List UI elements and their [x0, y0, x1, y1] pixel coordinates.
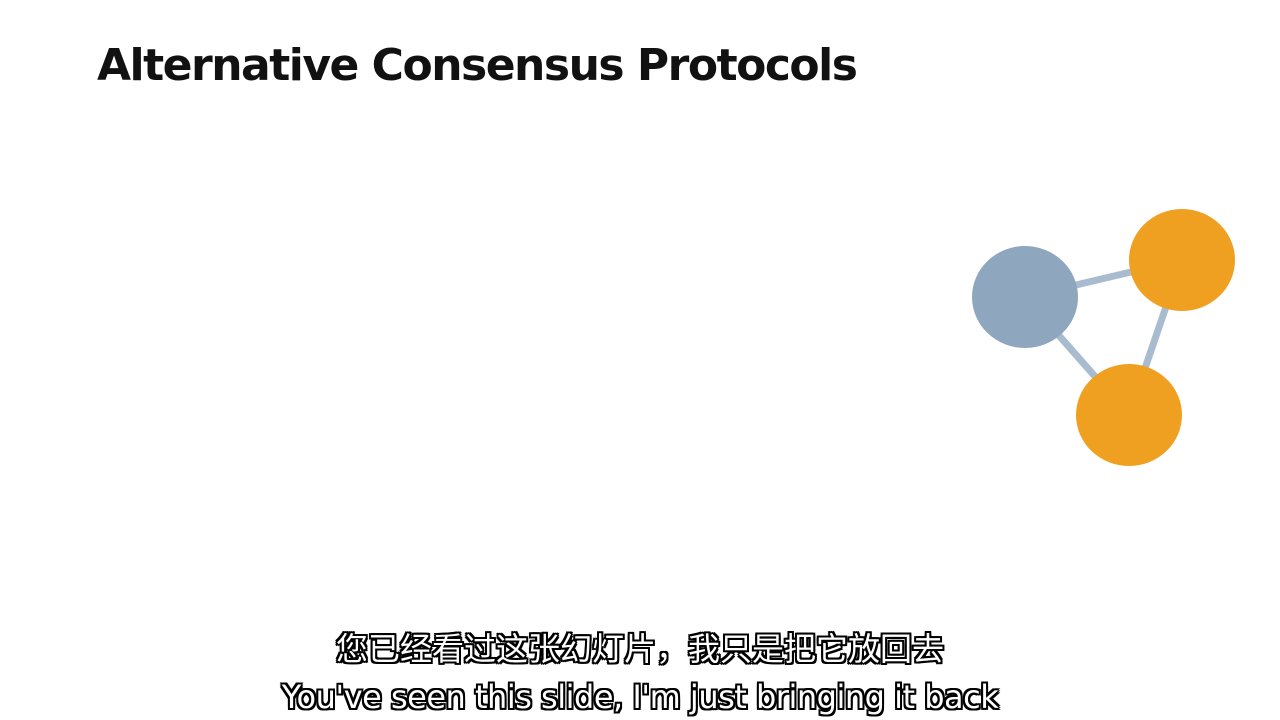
slide-title: Alternative Consensus Protocols — [97, 40, 858, 91]
node-gray — [972, 246, 1078, 348]
node-orange-top — [1129, 209, 1235, 311]
subtitle-chinese: 您已经看过这张幻灯片，我只是把它放回去 — [335, 630, 944, 668]
node-orange-bottom — [1076, 364, 1182, 466]
network-graphic — [972, 209, 1235, 466]
subtitle-english: You've seen this slide, I'm just bringin… — [281, 678, 999, 716]
